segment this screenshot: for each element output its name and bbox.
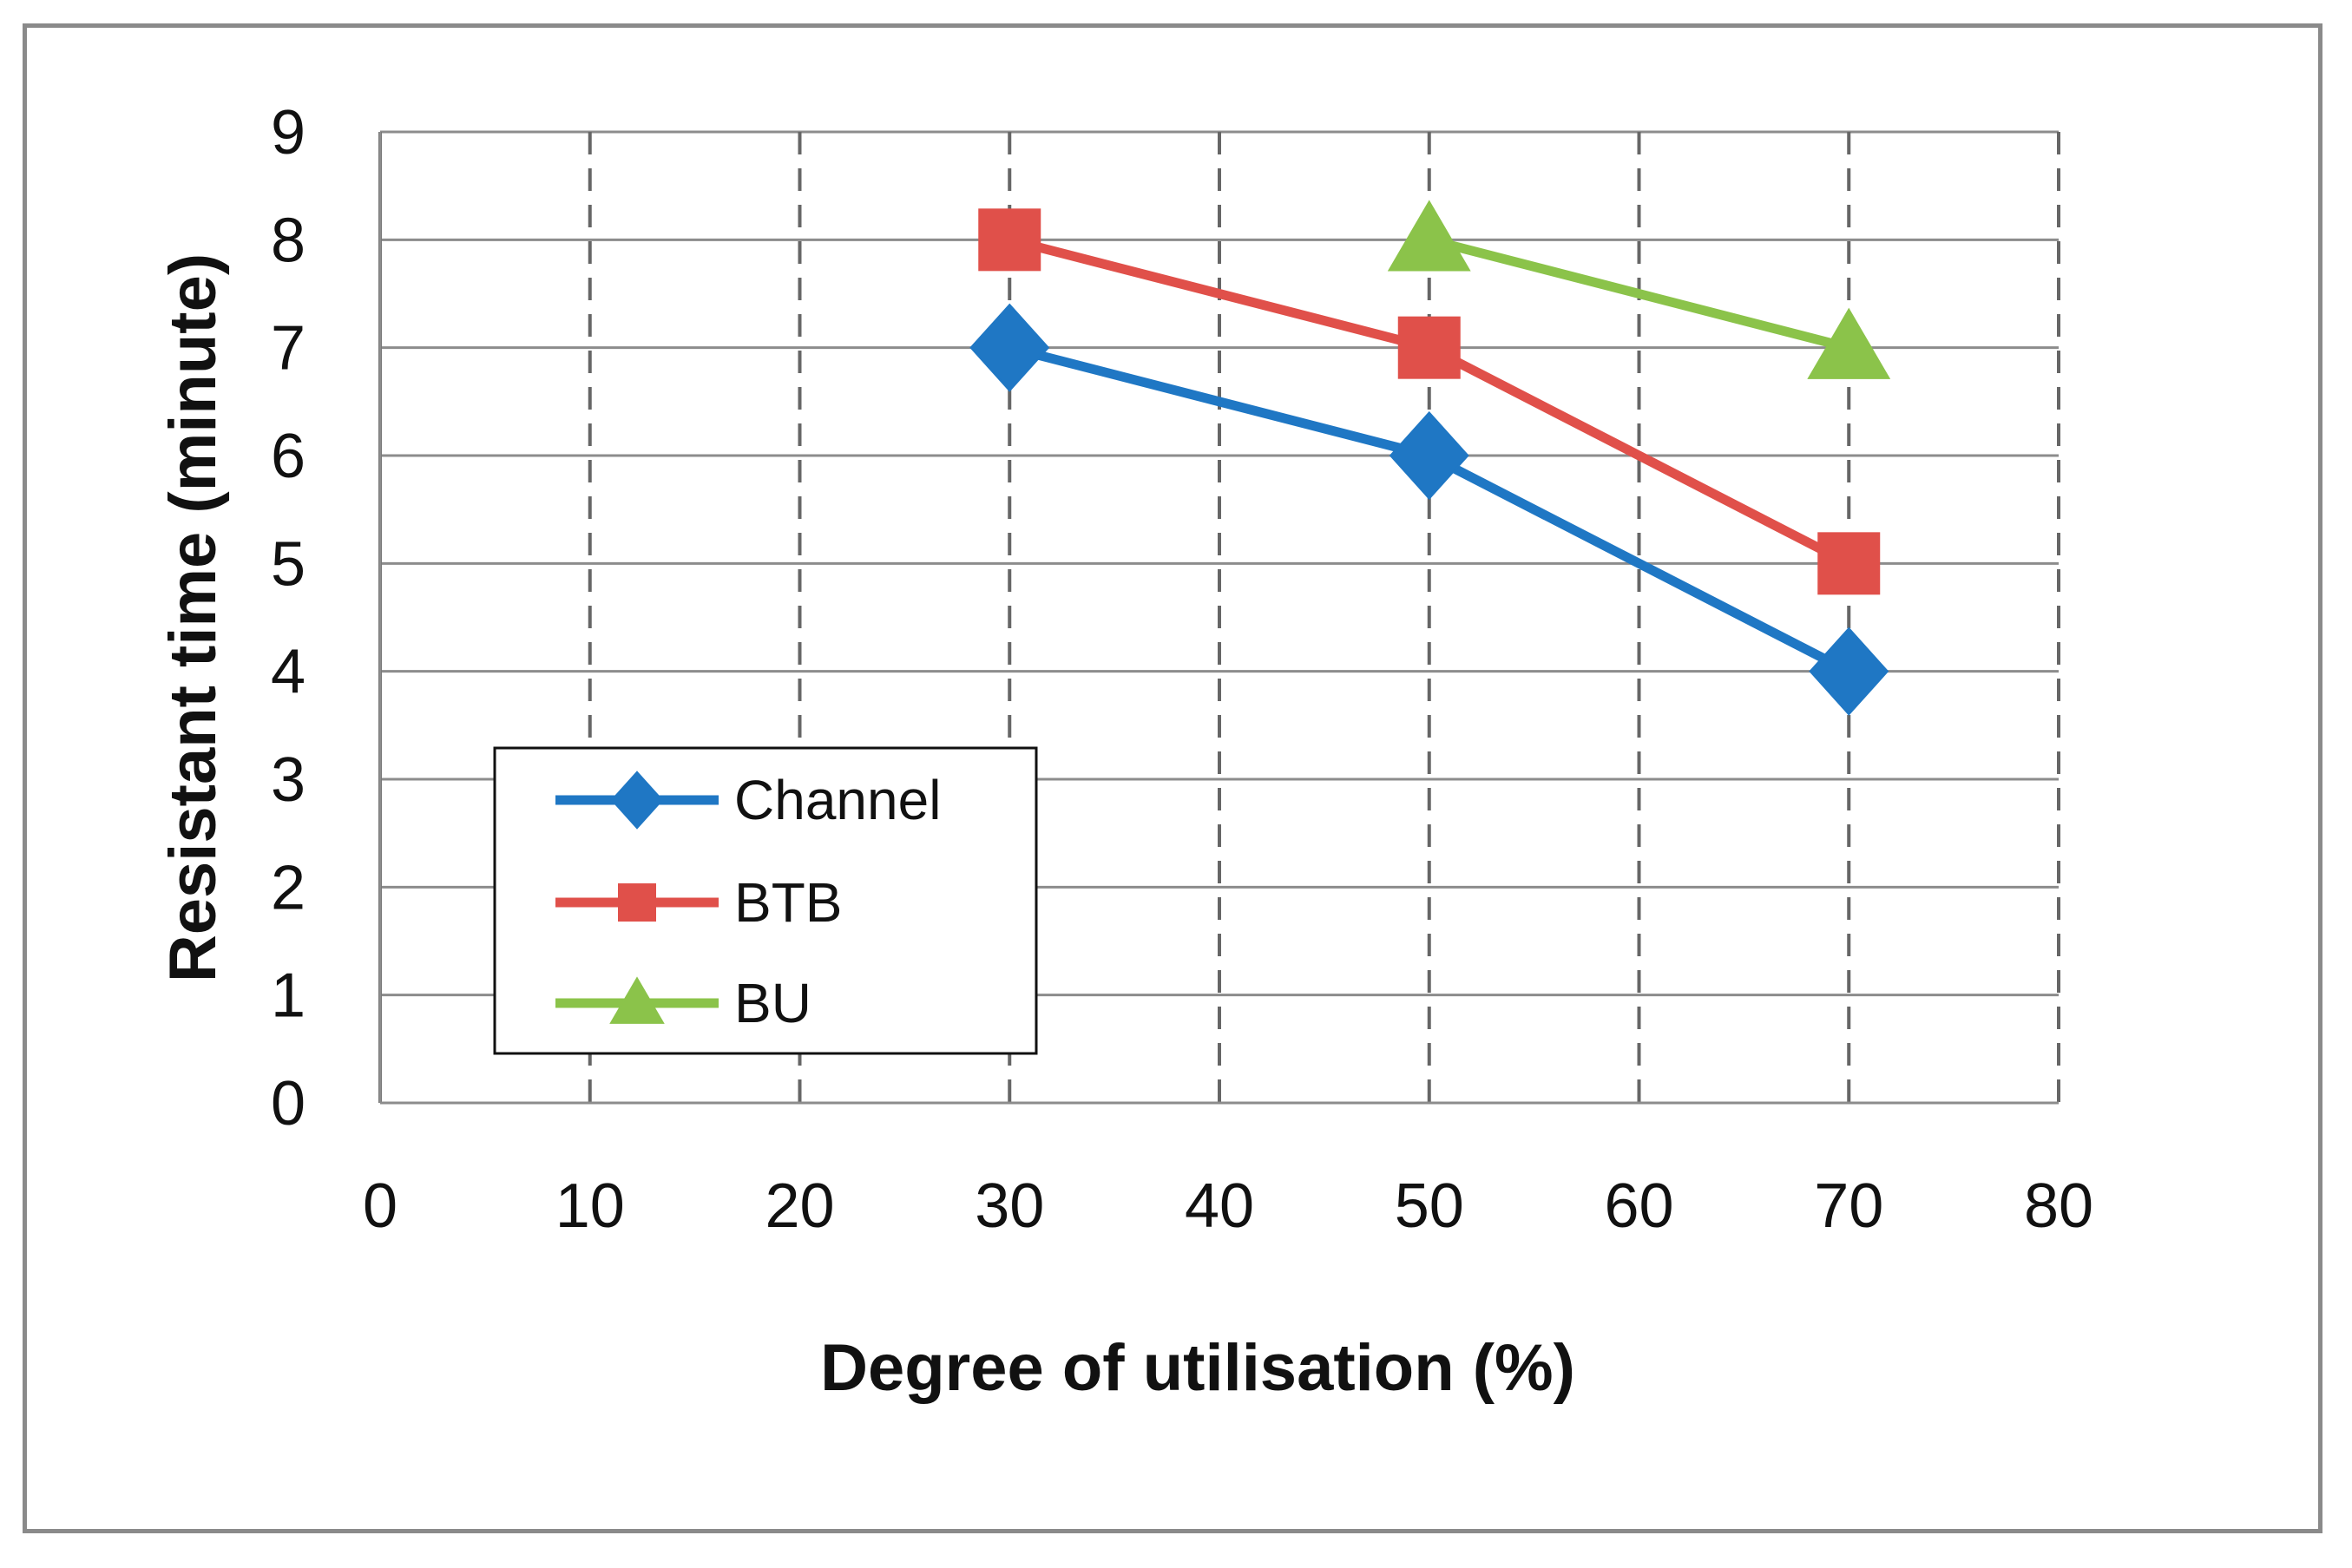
y-tick-label: 6 — [271, 422, 305, 491]
legend-label: Channel — [734, 769, 941, 831]
data-point-bu — [1807, 307, 1891, 379]
y-axis-ticks: 0 1 2 3 4 5 6 7 8 9 — [271, 98, 305, 1138]
y-tick-label: 3 — [271, 745, 305, 815]
x-axis-title: Degree of utilisation (%) — [820, 1331, 1575, 1405]
legend-entry-bu: BU — [555, 972, 811, 1034]
legend: Channel BTB BU — [493, 746, 1038, 1055]
legend-entry-channel: Channel — [555, 769, 941, 831]
legend-label: BU — [734, 972, 811, 1034]
series-btb — [978, 208, 1881, 595]
x-tick-label: 10 — [555, 1171, 625, 1241]
data-point-btb — [1397, 316, 1461, 379]
legend-marker — [609, 976, 665, 1024]
series-channel — [969, 303, 1889, 716]
grid — [378, 130, 2060, 1105]
x-tick-label: 70 — [1814, 1171, 1883, 1241]
x-tick-label: 60 — [1604, 1171, 1673, 1241]
legend-entry-btb: BTB — [555, 871, 842, 934]
data-point-channel — [969, 303, 1050, 392]
x-tick-label: 80 — [2024, 1171, 2093, 1241]
legend-marker — [618, 883, 656, 922]
y-tick-label: 7 — [271, 314, 305, 384]
x-axis-ticks: 0 10 20 30 40 50 60 70 80 — [363, 1171, 2093, 1241]
y-tick-label: 9 — [271, 98, 305, 167]
y-tick-label: 0 — [271, 1069, 305, 1138]
x-tick-label: 30 — [975, 1171, 1044, 1241]
legend-marker — [610, 771, 664, 830]
y-tick-label: 8 — [271, 206, 305, 275]
y-axis-title: Resistant time (minute) — [156, 253, 230, 982]
x-tick-label: 0 — [363, 1171, 397, 1241]
data-point-bu — [1387, 200, 1471, 272]
y-tick-label: 1 — [271, 961, 305, 1031]
data-point-channel — [1809, 627, 1889, 716]
legend-label: BTB — [734, 871, 842, 934]
data-point-btb — [1817, 532, 1881, 595]
y-tick-label: 2 — [271, 853, 305, 922]
x-tick-label: 50 — [1395, 1171, 1464, 1241]
x-tick-label: 20 — [765, 1171, 834, 1241]
data-point-btb — [978, 208, 1041, 272]
series-line-bu — [1428, 235, 1850, 352]
series-group — [969, 200, 1891, 716]
series-bu — [1387, 200, 1891, 379]
y-tick-label: 5 — [271, 529, 305, 599]
x-tick-label: 40 — [1185, 1171, 1254, 1241]
data-point-channel — [1389, 410, 1469, 501]
y-tick-label: 4 — [271, 638, 305, 707]
